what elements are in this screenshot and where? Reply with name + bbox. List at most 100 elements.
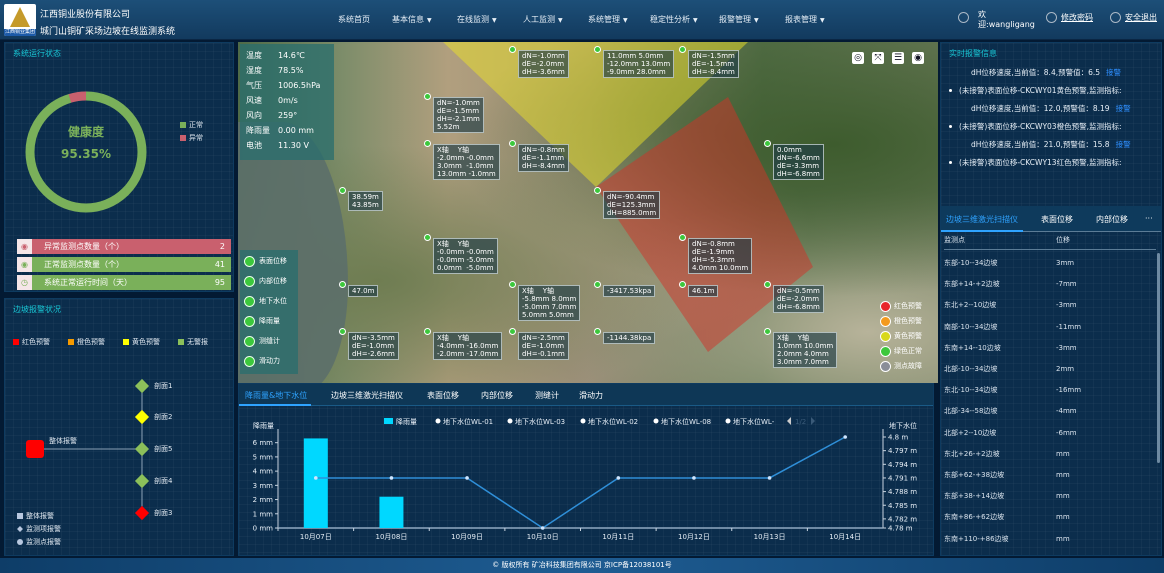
nav-item[interactable]: 稳定性分析 ▼ [650,14,698,25]
monitor-point-label[interactable]: dN=-1.0mm dE=-2.0mm dH=-3.6mm [518,50,569,78]
legend-item[interactable]: 地下水位WL-03 [515,417,565,426]
water-level-point[interactable] [465,476,469,480]
map-pin-icon[interactable] [424,93,431,100]
change-password-link[interactable]: 修改密码 [1046,12,1093,23]
nav-item[interactable]: 系统管理 ▼ [588,14,628,25]
legend-item[interactable]: 地下水位WL- [733,417,775,426]
monitor-point-label[interactable]: 47.0m [348,285,379,297]
legend-next-icon[interactable] [811,417,815,425]
table-row[interactable]: 东北-10--34边坡 -16mm [944,386,1082,395]
map-pin-icon[interactable] [509,140,516,147]
monitor-point-label[interactable]: 38.59m 43.85m [348,191,383,211]
water-level-point[interactable] [616,476,621,480]
table-scrollbar[interactable] [1157,253,1160,463]
nav-item[interactable]: 在线监测 ▼ [457,14,497,25]
monitor-point-label[interactable]: 46.1m [688,285,719,297]
section-node[interactable] [134,378,150,394]
map-pin-icon[interactable] [339,281,346,288]
chart-tab[interactable]: 边坡三维激光扫描仪 [331,391,403,400]
legend-item[interactable]: 地下水位WL-01 [443,417,493,426]
map-pin-icon[interactable] [764,140,771,147]
layer-toggle[interactable]: 滑动力 [244,354,294,374]
map-pin-icon[interactable] [594,328,601,335]
layer-toggle[interactable]: 内部位移 [244,274,294,294]
right-tab[interactable]: 表面位移 [1041,215,1073,224]
monitor-point-label[interactable]: dN=-0.5mm dE=-2.0mm dH=-6.8mm [773,285,824,313]
legend-item[interactable]: 降雨量 [396,417,417,426]
rain-bar[interactable] [379,496,404,528]
map-pin-icon[interactable] [424,234,431,241]
map-pin-icon[interactable] [679,234,686,241]
water-level-point[interactable] [314,476,318,480]
table-row[interactable]: 东南+86-+62边坡 mm [944,513,1070,522]
locate-icon[interactable]: ◎ [852,52,864,64]
list-icon[interactable]: ☰ [892,52,904,64]
table-row[interactable]: 东北+2--10边坡 -3mm [944,301,1077,310]
table-row[interactable]: 东部+38-+14边坡 mm [944,492,1070,501]
nav-item[interactable]: 系统首页 [338,14,370,25]
map-pin-icon[interactable] [679,46,686,53]
map-pin-icon[interactable] [424,140,431,147]
nav-item[interactable]: 基本信息 ▼ [392,14,432,25]
table-row[interactable]: 东南+110-+86边坡 mm [944,534,1070,543]
section-node[interactable] [134,473,150,489]
table-row[interactable]: 北部+2--10边坡 -6mm [944,428,1077,437]
monitor-point-label[interactable]: dN=-2.5mm dE=-1.0mm dH=-0.1mm [518,332,569,360]
table-row[interactable]: 南部-10--34边坡 -11mm [944,322,1082,331]
acknowledge-link[interactable]: 接警 [1115,140,1131,149]
monitor-point-label[interactable]: X轴 Y轴 1.0mm 10.0mm 2.0mm 4.0mm 3.0mm 7.0… [773,332,838,368]
map-pin-icon[interactable] [594,187,601,194]
map-pin-icon[interactable] [594,46,601,53]
monitor-point-label[interactable]: dN=-1.5mm dE=-1.5mm dH=-8.4mm [688,50,739,78]
chart-tab[interactable]: 表面位移 [427,391,459,400]
fullscreen-icon[interactable]: ⤧ [872,52,884,64]
monitor-point-label[interactable]: X轴 Y轴 -4.0mm -16.0mm -2.0mm -17.0mm [433,332,503,360]
table-row[interactable]: 东部-10--34边坡 3mm [944,259,1075,267]
map-pin-icon[interactable] [509,281,516,288]
more-tabs-button[interactable]: ··· [1145,214,1153,223]
nav-item[interactable]: 报表管理 ▼ [785,14,825,25]
table-row[interactable]: 北部-34--58边坡 -4mm [944,407,1077,416]
table-row[interactable]: 东北+26-+2边坡 mm [944,449,1070,458]
monitor-point-label[interactable]: dN=-90.4mm dE=125.3mm dH=885.0mm [603,191,661,219]
right-tab[interactable]: 边坡三维激光扫描仪 [946,215,1018,224]
layer-toggle[interactable]: 表面位移 [244,254,294,274]
monitor-point-label[interactable]: -1144.38kpa [603,332,656,344]
map-pin-icon[interactable] [594,281,601,288]
monitor-point-label[interactable]: X轴 Y轴 -0.0mm -0.0mm -0.0mm -5.0mm 0.0mm … [433,238,498,274]
legend-prev-icon[interactable] [787,417,791,425]
water-level-point[interactable] [843,435,847,439]
monitor-point-label[interactable]: X轴 Y轴 -2.0mm -0.0mm 3.0mm -1.0mm 13.0mm … [433,144,500,180]
chart-tab[interactable]: 降雨量&地下水位 [245,391,308,400]
map-pin-icon[interactable] [339,187,346,194]
chart-tab[interactable]: 滑动力 [579,391,603,400]
rain-bar[interactable] [303,438,328,528]
layer-toggle[interactable]: 测缝计 [244,334,294,354]
legend-item[interactable]: 地下水位WL-08 [661,417,711,426]
map-pin-icon[interactable] [679,281,686,288]
table-row[interactable]: 东南+14--10边坡 -3mm [944,343,1077,352]
map-pin-icon[interactable] [509,328,516,335]
record-icon[interactable]: ◉ [912,52,924,64]
section-node[interactable] [134,505,150,521]
table-row[interactable]: 东部+62-+38边坡 mm [944,471,1070,479]
satellite-map[interactable]: dN=-1.0mm dE=-2.0mm dH=-3.6mm 11.0mm 5.0m… [238,42,938,383]
layer-toggle[interactable]: 降雨量 [244,314,294,334]
water-level-point[interactable] [389,476,394,480]
water-level-point[interactable] [692,476,696,480]
map-pin-icon[interactable] [764,328,771,335]
nav-item[interactable]: 人工监测 ▼ [523,14,563,25]
legend-item[interactable]: 地下水位WL-02 [588,417,638,426]
section-node[interactable] [134,409,150,425]
map-pin-icon[interactable] [509,46,516,53]
map-pin-icon[interactable] [764,281,771,288]
chart-tab[interactable]: 内部位移 [481,391,513,400]
acknowledge-link[interactable]: 接警 [1106,68,1122,77]
water-level-point[interactable] [540,526,545,530]
monitor-point-label[interactable]: 0.0mm dN=-6.6mm dE=-3.3mm dH=-6.8mm [773,144,824,180]
map-pin-icon[interactable] [424,328,431,335]
monitor-point-label[interactable]: -3417.53kpa [603,285,656,297]
monitor-point-label[interactable]: dN=-0.8mm dE=-1.9mm dH=-5.3mm 4.0mm 10.0… [688,238,753,274]
nav-item[interactable]: 报警管理 ▼ [719,14,759,25]
table-row[interactable]: 东部+14-+2边坡 -7mm [944,280,1077,289]
